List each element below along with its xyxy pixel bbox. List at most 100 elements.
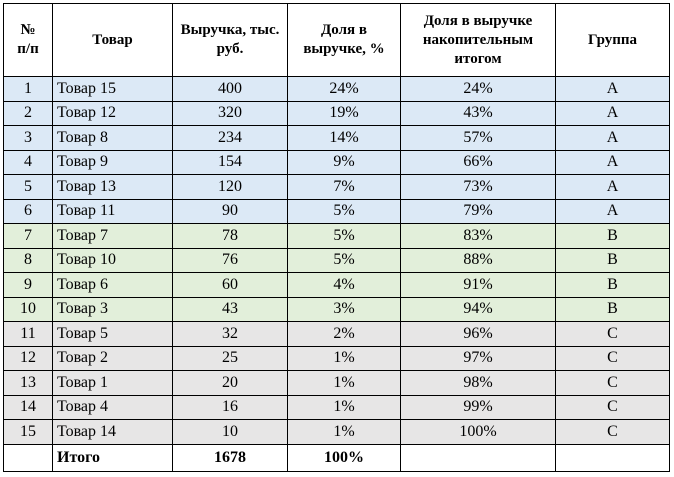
- table-cell: 234: [172, 125, 288, 151]
- product-cell: Товар 14: [52, 419, 173, 445]
- table-cell: 57%: [400, 125, 556, 151]
- table-cell: 11: [3, 321, 53, 347]
- table-cell: 2: [3, 100, 53, 126]
- table-cell: 1%: [287, 345, 401, 371]
- empty-cell: [3, 443, 53, 472]
- total-row: Итого 1678 100%: [3, 443, 670, 472]
- table-cell: 88%: [400, 247, 556, 273]
- table-cell: 20: [172, 370, 288, 396]
- table-cell: A: [555, 198, 670, 224]
- table-row: 3 Товар 8 234 14% 57% A: [3, 125, 670, 151]
- table-cell: C: [555, 419, 670, 445]
- table-cell: 3%: [287, 296, 401, 322]
- table-cell: 90: [172, 198, 288, 224]
- table-row: 9 Товар 6 60 4% 91% B: [3, 272, 670, 298]
- table-cell: 60: [172, 272, 288, 298]
- product-cell: Товар 12: [52, 100, 173, 126]
- total-revenue: 1678: [172, 443, 288, 472]
- table-cell: 24%: [400, 76, 556, 102]
- table-cell: A: [555, 149, 670, 175]
- table-cell: 14%: [287, 125, 401, 151]
- table-cell: 91%: [400, 272, 556, 298]
- table-footer: Итого 1678 100%: [3, 443, 670, 472]
- product-cell: Товар 15: [52, 76, 173, 102]
- product-cell: Товар 4: [52, 394, 173, 420]
- column-header-text: № п/п: [17, 22, 39, 57]
- table-cell: B: [555, 272, 670, 298]
- table-cell: 9%: [287, 149, 401, 175]
- table-body: 1 Товар 15 400 24% 24% A 2 Товар 12 320 19% 43% A 3 Т…: [3, 76, 670, 445]
- table-row: 13 Товар 1 20 1% 98% C: [3, 370, 670, 396]
- product-cell: Товар 10: [52, 247, 173, 273]
- table-cell: 4: [3, 149, 53, 175]
- table-cell: 5: [3, 174, 53, 200]
- table-cell: 78: [172, 223, 288, 249]
- table-cell: 98%: [400, 370, 556, 396]
- table-cell: 120: [172, 174, 288, 200]
- table-cell: 43%: [400, 100, 556, 126]
- table-cell: 4%: [287, 272, 401, 298]
- table-cell: 94%: [400, 296, 556, 322]
- table-cell: 1%: [287, 394, 401, 420]
- column-header: Товар: [52, 3, 173, 77]
- table-cell: 12: [3, 345, 53, 371]
- table-cell: 7: [3, 223, 53, 249]
- table-row: 4 Товар 9 154 9% 66% A: [3, 149, 670, 175]
- table-cell: 16: [172, 394, 288, 420]
- table-cell: C: [555, 394, 670, 420]
- table-cell: 400: [172, 76, 288, 102]
- table-cell: A: [555, 174, 670, 200]
- table-cell: B: [555, 223, 670, 249]
- product-cell: Товар 7: [52, 223, 173, 249]
- product-cell: Товар 3: [52, 296, 173, 322]
- table-cell: 97%: [400, 345, 556, 371]
- table-cell: 1%: [287, 370, 401, 396]
- product-cell: Товар 13: [52, 174, 173, 200]
- table-cell: 2%: [287, 321, 401, 347]
- table-cell: 10: [3, 296, 53, 322]
- table-cell: 13: [3, 370, 53, 396]
- table-cell: 7%: [287, 174, 401, 200]
- table-row: 14 Товар 4 16 1% 99% C: [3, 394, 670, 420]
- table-row: 2 Товар 12 320 19% 43% A: [3, 100, 670, 126]
- column-header: Доля в выручке накопительным итогом: [400, 3, 556, 77]
- table-cell: A: [555, 125, 670, 151]
- table-row: 5 Товар 13 120 7% 73% A: [3, 174, 670, 200]
- table-cell: 10: [172, 419, 288, 445]
- table-cell: A: [555, 76, 670, 102]
- table-row: 12 Товар 2 25 1% 97% C: [3, 345, 670, 371]
- table-cell: 6: [3, 198, 53, 224]
- table-cell: 9: [3, 272, 53, 298]
- table-cell: 96%: [400, 321, 556, 347]
- table-header: № п/п Товар Выручка, тыс. руб. Доля в выруч…: [3, 3, 670, 77]
- table-cell: 5%: [287, 247, 401, 273]
- column-header: Группа: [555, 3, 670, 77]
- total-label: Итого: [52, 443, 173, 472]
- table-cell: 5%: [287, 223, 401, 249]
- table-row: 7 Товар 7 78 5% 83% B: [3, 223, 670, 249]
- product-cell: Товар 9: [52, 149, 173, 175]
- table-cell: 19%: [287, 100, 401, 126]
- table-row: 1 Товар 15 400 24% 24% A: [3, 76, 670, 102]
- table-cell: 15: [3, 419, 53, 445]
- column-header: № п/п: [3, 3, 53, 77]
- table-cell: 154: [172, 149, 288, 175]
- table-row: 11 Товар 5 32 2% 96% C: [3, 321, 670, 347]
- table-cell: 43: [172, 296, 288, 322]
- total-share: 100%: [287, 443, 401, 472]
- table-cell: 66%: [400, 149, 556, 175]
- table-cell: 14: [3, 394, 53, 420]
- table-cell: 5%: [287, 198, 401, 224]
- product-cell: Товар 8: [52, 125, 173, 151]
- table-cell: C: [555, 370, 670, 396]
- table-row: 15 Товар 14 10 1% 100% C: [3, 419, 670, 445]
- product-cell: Товар 11: [52, 198, 173, 224]
- table-cell: 24%: [287, 76, 401, 102]
- product-cell: Товар 2: [52, 345, 173, 371]
- table-row: 6 Товар 11 90 5% 79% A: [3, 198, 670, 224]
- table-row: 8 Товар 10 76 5% 88% B: [3, 247, 670, 273]
- table-cell: 3: [3, 125, 53, 151]
- empty-cell: [555, 443, 670, 472]
- product-cell: Товар 6: [52, 272, 173, 298]
